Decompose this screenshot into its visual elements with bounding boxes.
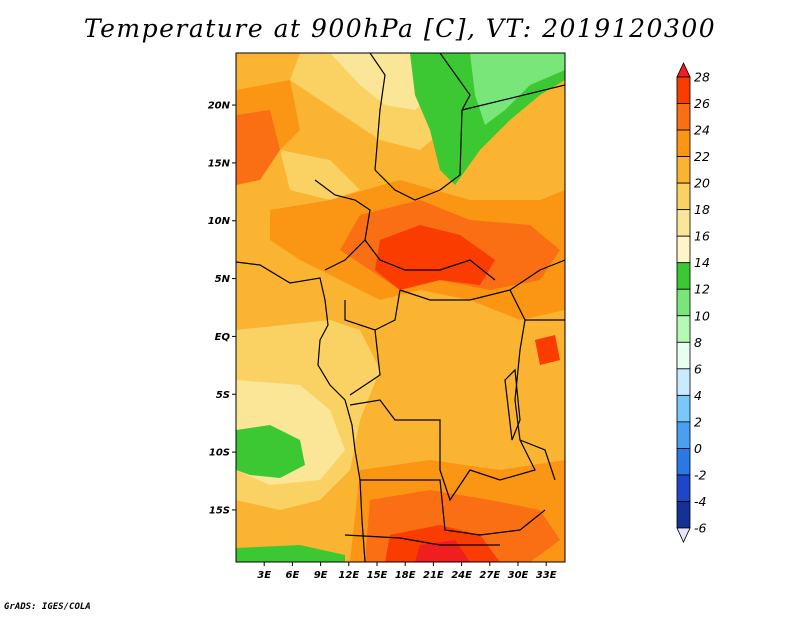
lat-label-4: EQ bbox=[215, 332, 231, 343]
colorbar-label-2: 24 bbox=[694, 123, 710, 138]
lat-label-2: 10N bbox=[208, 216, 231, 227]
lon-label-2: 9E bbox=[314, 570, 328, 581]
coastline-west-africa bbox=[236, 261, 366, 562]
longitude-axis: 3E 6E 9E 12E 15E 18E 21E 24E 27E 30E 33E bbox=[257, 562, 557, 581]
border-namibia bbox=[344, 534, 500, 546]
colorbar-label-5: 18 bbox=[694, 202, 710, 217]
lon-label-0: 3E bbox=[257, 570, 271, 581]
lon-label-7: 24E bbox=[451, 570, 472, 581]
grads-credit: GrADS: IGES/COLA bbox=[4, 602, 91, 612]
colorbar-label-16: -4 bbox=[694, 494, 707, 509]
colorbar-label-11: 6 bbox=[694, 361, 702, 376]
lon-label-6: 21E bbox=[423, 570, 444, 581]
map-frame bbox=[235, 52, 566, 563]
lat-label-1: 15N bbox=[208, 158, 231, 169]
colorbar-box-16 bbox=[676, 501, 691, 529]
colorbar-label-13: 2 bbox=[694, 414, 702, 429]
border-east bbox=[509, 259, 565, 481]
colorbar-box-1 bbox=[676, 103, 691, 131]
lon-label-10: 33E bbox=[536, 570, 557, 581]
border-congo bbox=[344, 289, 401, 396]
colorbar-box-14 bbox=[676, 448, 691, 476]
border-sudan bbox=[439, 53, 565, 191]
colorbar-box-0 bbox=[676, 76, 691, 104]
lon-label-9: 30E bbox=[508, 570, 529, 581]
field-24-26-west bbox=[236, 110, 280, 185]
border-nigeria-cameroon bbox=[314, 179, 371, 271]
colorbar-label-10: 8 bbox=[694, 335, 702, 350]
lon-label-1: 6E bbox=[286, 570, 300, 581]
lat-label-3: 5N bbox=[215, 274, 231, 285]
field-green-south bbox=[236, 545, 345, 562]
colorbar-label-7: 14 bbox=[694, 255, 710, 270]
field-18-20-sahel bbox=[280, 150, 360, 200]
lon-label-8: 27E bbox=[479, 570, 500, 581]
colorbar-label-1: 26 bbox=[694, 96, 710, 111]
colorbar-box-9 bbox=[676, 315, 691, 343]
temperature-field bbox=[236, 53, 565, 562]
colorbar-label-14: 0 bbox=[694, 441, 702, 456]
colorbar-bottom-arrow bbox=[676, 527, 691, 543]
border-car bbox=[364, 239, 496, 281]
lat-label-6: 10S bbox=[209, 448, 230, 459]
colorbar-box-10 bbox=[676, 341, 691, 370]
border-drc bbox=[349, 289, 536, 502]
lake-outline bbox=[504, 368, 521, 441]
colorbar-label-15: -2 bbox=[694, 467, 707, 482]
colorbar-label-17: -6 bbox=[694, 521, 707, 536]
chart-title: Temperature at 900hPa [C], VT: 201912030… bbox=[83, 14, 717, 43]
colorbar-box-4 bbox=[676, 182, 691, 211]
border-angola-zambia bbox=[360, 479, 546, 536]
lon-label-4: 15E bbox=[367, 570, 388, 581]
colorbar-box-7 bbox=[676, 262, 691, 290]
country-borders bbox=[236, 53, 565, 562]
lon-label-5: 18E bbox=[395, 570, 416, 581]
colorbar-box-3 bbox=[676, 156, 691, 184]
lon-label-3: 12E bbox=[338, 570, 359, 581]
colorbar-label-8: 12 bbox=[694, 282, 710, 297]
lat-label-7: 15S bbox=[209, 505, 230, 516]
colorbar-box-11 bbox=[676, 368, 691, 396]
colorbar-box-8 bbox=[676, 288, 691, 317]
colorbar-label-9: 10 bbox=[694, 308, 710, 323]
colorbar-box-15 bbox=[676, 474, 691, 502]
colorbar-box-12 bbox=[676, 394, 691, 423]
colorbar-box-2 bbox=[676, 129, 691, 157]
colorbar-box-6 bbox=[676, 235, 691, 264]
colorbar-label-0: 28 bbox=[694, 70, 710, 85]
field-green-sw bbox=[236, 425, 305, 478]
field-lightgreen-ne bbox=[470, 53, 565, 125]
colorbar-box-5 bbox=[676, 209, 691, 237]
border-chad bbox=[369, 53, 441, 201]
colorbar-label-6: 16 bbox=[694, 229, 710, 244]
field-26-28 bbox=[375, 225, 495, 290]
colorbar-label-12: 4 bbox=[694, 388, 702, 403]
colorbar-box-13 bbox=[676, 421, 691, 449]
colorbar-label-3: 22 bbox=[694, 149, 710, 164]
field-26-28-lake bbox=[535, 335, 560, 365]
lat-label-5: 5S bbox=[216, 390, 230, 401]
latitude-axis: 20N 15N 10N 5N EQ 5S 10S 15S bbox=[208, 101, 236, 516]
lat-label-0: 20N bbox=[208, 101, 231, 112]
colorbar-top-arrow bbox=[676, 62, 691, 78]
colorbar-label-4: 20 bbox=[694, 176, 710, 191]
